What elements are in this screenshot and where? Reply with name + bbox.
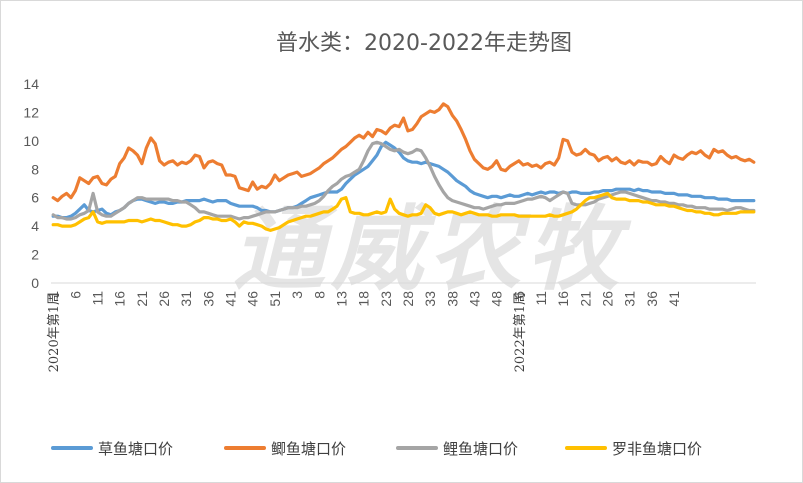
- y-tick-label: 6: [31, 190, 39, 206]
- x-tick-label: 3: [289, 291, 305, 299]
- legend-label: 罗非鱼塘口价: [612, 440, 702, 458]
- x-tick-label: 6: [511, 291, 527, 299]
- chart-title: 普水类：2020-2022年走势图: [276, 31, 572, 56]
- year-start-label: 2022年第1周: [513, 292, 528, 372]
- x-tick-label: 21: [134, 291, 150, 307]
- x-tick-label: 26: [156, 291, 172, 307]
- x-tick-label: 38: [444, 291, 460, 307]
- x-tick-label: 51: [267, 291, 283, 307]
- x-tick-label: 21: [577, 291, 593, 307]
- x-tick-label: 11: [533, 291, 549, 306]
- series-line-2: [51, 140, 756, 221]
- x-tick-label: 6: [67, 291, 83, 299]
- legend: 草鱼塘口价 鲫鱼塘口价 鲤鱼塘口价 罗非鱼塘口价: [51, 440, 702, 458]
- y-tick-label: 0: [31, 275, 39, 291]
- x-tick-label: 33: [422, 291, 438, 307]
- x-tick-label: 43: [466, 291, 482, 307]
- x-tick-label: 16: [112, 291, 128, 307]
- legend-label: 鲫鱼塘口价: [271, 440, 346, 458]
- x-tick-label: 18: [356, 291, 372, 307]
- series-line-3: [51, 191, 756, 232]
- x-tick-label: 41: [666, 291, 682, 307]
- x-tick-label: 11: [90, 291, 106, 306]
- x-tick-label: 31: [622, 291, 638, 307]
- y-tick-label: 8: [31, 161, 39, 177]
- x-tick-label: 26: [599, 291, 615, 307]
- x-tick-label: 41: [223, 291, 239, 307]
- year-start-label: 2020年第1周: [47, 292, 62, 372]
- x-tick-label: 36: [200, 291, 216, 307]
- x-tick-label: 46: [245, 291, 261, 307]
- x-tick-label: 36: [644, 291, 660, 307]
- series-line-0: [51, 140, 756, 220]
- y-tick-label: 4: [31, 218, 39, 234]
- x-tick-label: 13: [333, 291, 349, 307]
- x-tick-label: 1: [45, 291, 61, 299]
- x-tick-label: 16: [555, 291, 571, 307]
- y-axis: 0 2 4 6 8 10 12 14: [23, 76, 39, 291]
- x-tick-label: 31: [178, 291, 194, 307]
- y-tick-label: 14: [23, 76, 39, 92]
- y-tick-label: 12: [23, 104, 39, 120]
- legend-label: 草鱼塘口价: [98, 440, 173, 458]
- year-labels: 2020年第1周 2022年第1周: [47, 292, 528, 372]
- x-tick-label: 48: [489, 291, 505, 307]
- y-tick-label: 10: [23, 133, 39, 149]
- legend-label: 鲤鱼塘口价: [443, 440, 518, 458]
- watermark: 通威农牧: [233, 196, 632, 303]
- series-lines: [51, 102, 756, 232]
- x-tick-label: 8: [311, 291, 327, 299]
- x-tick-label: 28: [400, 291, 416, 307]
- x-tick-label: 23: [378, 291, 394, 307]
- x-axis: 1 6 11 16 21 26 31 36 41 46 51 3 8 13 18 23 28 33 38 43 48 6 1…: [45, 291, 682, 307]
- series-line-1: [51, 102, 756, 203]
- y-tick-label: 2: [31, 247, 39, 263]
